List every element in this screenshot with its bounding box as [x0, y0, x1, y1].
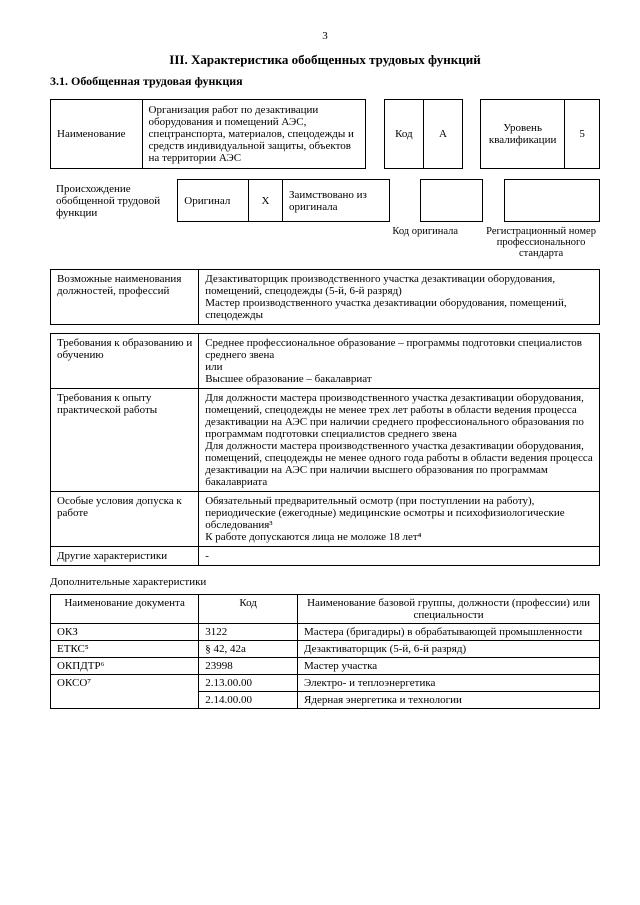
- row-label: Требования к опыту практической работы: [51, 389, 199, 492]
- origin-label: Происхождение обобщенной трудовой функци…: [50, 180, 178, 222]
- addl-cell: § 42, 42а: [199, 641, 298, 658]
- addl-cell: ОКСО⁷: [51, 675, 199, 709]
- name-value: Организация работ по дезактивации оборуд…: [142, 100, 366, 169]
- origin-table: Происхождение обобщенной трудовой функци…: [50, 179, 600, 222]
- level-label: Уровень квалификации: [480, 100, 564, 169]
- addl-cell: Мастера (бригадиры) в обрабатывающей про…: [298, 624, 600, 641]
- addl-cell: ОКПДТР⁶: [51, 658, 199, 675]
- row-label: Другие характеристики: [51, 547, 199, 566]
- row-value: Для должности мастера производственного …: [199, 389, 600, 492]
- addl-cell: Мастер участка: [298, 658, 600, 675]
- addl-cell: Ядерная энергетика и технологии: [298, 692, 600, 709]
- section-heading: III. Характеристика обобщенных трудовых …: [50, 52, 600, 68]
- origin-orig: Оригинал: [178, 180, 249, 222]
- row-label: Особые условия допуска к работе: [51, 492, 199, 547]
- code-orig-label: Код оригинала: [386, 226, 464, 259]
- addl-cell: Электро- и теплоэнергетика: [298, 675, 600, 692]
- section-subheading: 3.1. Обобщенная трудовая функция: [50, 74, 600, 89]
- row-value: Среднее профессиональное образование – п…: [199, 334, 600, 389]
- row-value: Обязательный предварительный осмотр (при…: [199, 492, 600, 547]
- addl-h2: Код: [199, 595, 298, 624]
- addl-cell: 3122: [199, 624, 298, 641]
- additional-heading: Дополнительные характеристики: [50, 576, 600, 588]
- additional-table: Наименование документа Код Наименование …: [50, 594, 600, 709]
- code-label: Код: [384, 100, 424, 169]
- addl-cell: ОКЗ: [51, 624, 199, 641]
- name-label: Наименование: [51, 100, 143, 169]
- main-table-2: Требования к образованию и обучениюСредн…: [50, 333, 600, 566]
- addl-cell: 2.14.00.00: [199, 692, 298, 709]
- origin-mark: X: [248, 180, 282, 222]
- main-table: Возможные наименования должностей, профе…: [50, 269, 600, 325]
- row-value: Дезактиваторщик производственного участк…: [199, 270, 600, 325]
- addl-h1: Наименование документа: [51, 595, 199, 624]
- naming-table: Наименование Организация работ по дезакт…: [50, 99, 600, 169]
- addl-cell: 23998: [199, 658, 298, 675]
- code-value: A: [424, 100, 462, 169]
- addl-cell: 2.13.00.00: [199, 675, 298, 692]
- row-label: Требования к образованию и обучению: [51, 334, 199, 389]
- addl-cell: ЕТКС⁵: [51, 641, 199, 658]
- row-value: -: [199, 547, 600, 566]
- page-number: 3: [50, 30, 600, 42]
- addl-h3: Наименование базовой группы, должности (…: [298, 595, 600, 624]
- origin-borrowed: Заимствовано из оригинала: [283, 180, 390, 222]
- origin-labels: Код оригинала Регистрационный номер проф…: [50, 226, 600, 259]
- addl-cell: Дезактиваторщик (5-й, 6-й разряд): [298, 641, 600, 658]
- reg-num-label: Регистрационный номер профессионального …: [482, 226, 600, 259]
- row-label: Возможные наименования должностей, профе…: [51, 270, 199, 325]
- level-value: 5: [565, 100, 600, 169]
